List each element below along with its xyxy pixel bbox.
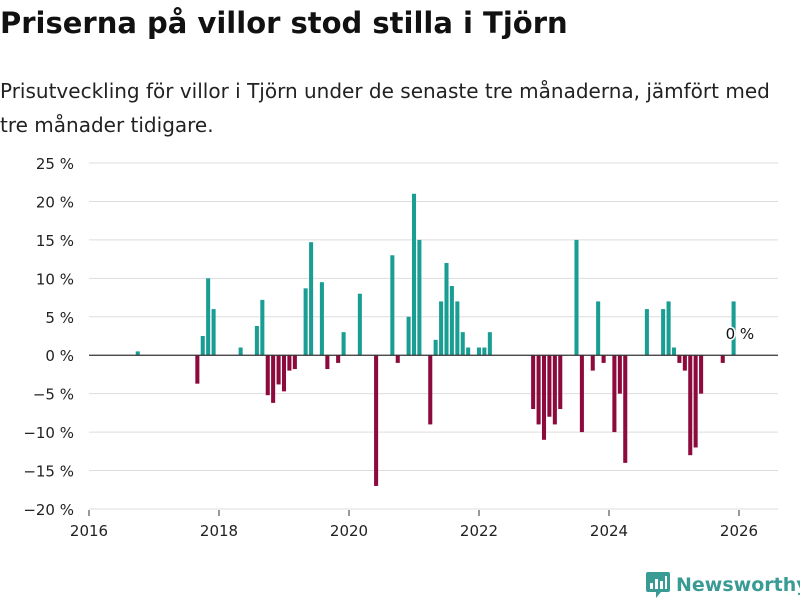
bar — [482, 347, 487, 356]
bar — [731, 301, 736, 356]
bar — [617, 355, 622, 394]
bar — [579, 355, 584, 433]
bar — [428, 355, 433, 425]
newsworthy-logo-text: Newsworthy — [676, 574, 800, 596]
bar — [623, 355, 628, 463]
bar — [487, 332, 492, 356]
y-tick-label: 15 % — [36, 232, 74, 250]
bar — [460, 332, 465, 356]
bar — [666, 301, 671, 356]
y-tick-label: −20 % — [23, 501, 74, 519]
y-tick-label: 5 % — [45, 309, 74, 327]
newsworthy-logo[interactable]: Newsworthy — [645, 570, 800, 600]
x-tick-label: 2024 — [590, 522, 628, 540]
x-tick-label: 2026 — [720, 522, 758, 540]
bar — [395, 355, 400, 363]
bar — [319, 282, 324, 356]
y-tick-label: 10 % — [36, 270, 74, 288]
bar — [682, 355, 687, 371]
y-tick-label: 0 % — [45, 347, 74, 365]
bar — [254, 326, 259, 356]
bar — [292, 355, 297, 370]
gridlines — [89, 162, 778, 510]
bar — [644, 309, 649, 356]
bar — [211, 309, 216, 356]
bar — [574, 239, 579, 356]
bar — [590, 355, 595, 371]
bar — [466, 347, 471, 356]
y-tick-label: −10 % — [23, 424, 74, 442]
y-tick-label: −15 % — [23, 463, 74, 481]
bar — [720, 355, 725, 363]
bar — [455, 301, 460, 356]
bar — [596, 301, 601, 356]
bar — [411, 193, 417, 356]
bar-chart: −20 % −15 % −10 % −5 % 0 % 5 % 10 % 15 % 20 % 25 … — [23, 155, 778, 540]
bar — [281, 355, 287, 392]
bar — [439, 301, 444, 356]
x-axis: 2016 2018 2020 2022 2024 2026 — [70, 510, 758, 540]
bar — [238, 347, 243, 356]
bar — [444, 262, 449, 356]
y-tick-label: 25 % — [36, 155, 74, 173]
y-tick-label: 20 % — [36, 193, 74, 211]
bar — [661, 309, 666, 356]
bar — [357, 293, 362, 356]
bar — [265, 355, 270, 396]
x-tick-label: 2018 — [200, 522, 238, 540]
x-tick-label: 2020 — [330, 522, 368, 540]
bar — [309, 242, 314, 356]
bar — [601, 355, 606, 363]
bar — [677, 355, 682, 363]
bar — [417, 239, 422, 356]
bar — [287, 355, 292, 371]
bar — [531, 355, 536, 410]
bar — [547, 355, 552, 417]
bar — [406, 316, 411, 356]
bar — [449, 286, 454, 356]
bar — [390, 255, 395, 356]
bar — [612, 355, 617, 433]
bars — [89, 193, 778, 486]
bar — [325, 355, 330, 370]
newsworthy-logo-icon — [646, 572, 670, 598]
bar — [336, 355, 341, 363]
chart-title: Priserna på villor stod stilla i Tjörn — [0, 6, 568, 40]
last-value-label: 0 % — [726, 325, 755, 343]
y-tick-label: −5 % — [33, 386, 74, 404]
bar — [374, 355, 379, 486]
bar — [271, 355, 276, 403]
y-axis: −20 % −15 % −10 % −5 % 0 % 5 % 10 % 15 % 20 % 25 … — [23, 155, 74, 519]
bar — [206, 278, 211, 356]
bar — [303, 288, 308, 356]
bar — [693, 355, 698, 448]
bar — [699, 355, 704, 394]
bar — [200, 336, 205, 356]
bar — [476, 347, 482, 356]
bar — [541, 355, 547, 440]
bar — [536, 355, 541, 425]
bar — [558, 355, 563, 410]
x-tick-label: 2022 — [460, 522, 498, 540]
bar — [341, 332, 346, 356]
bar — [671, 347, 677, 356]
bar — [135, 351, 140, 356]
bar — [433, 339, 438, 356]
x-tick-label: 2016 — [70, 522, 108, 540]
bar — [552, 355, 557, 425]
annotations: 0 % — [724, 324, 756, 345]
bar — [260, 299, 265, 356]
bar — [688, 355, 693, 456]
bar — [195, 355, 200, 384]
chart-subtitle: Prisutveckling för villor i Tjörn under … — [0, 79, 770, 137]
bar — [276, 355, 281, 385]
